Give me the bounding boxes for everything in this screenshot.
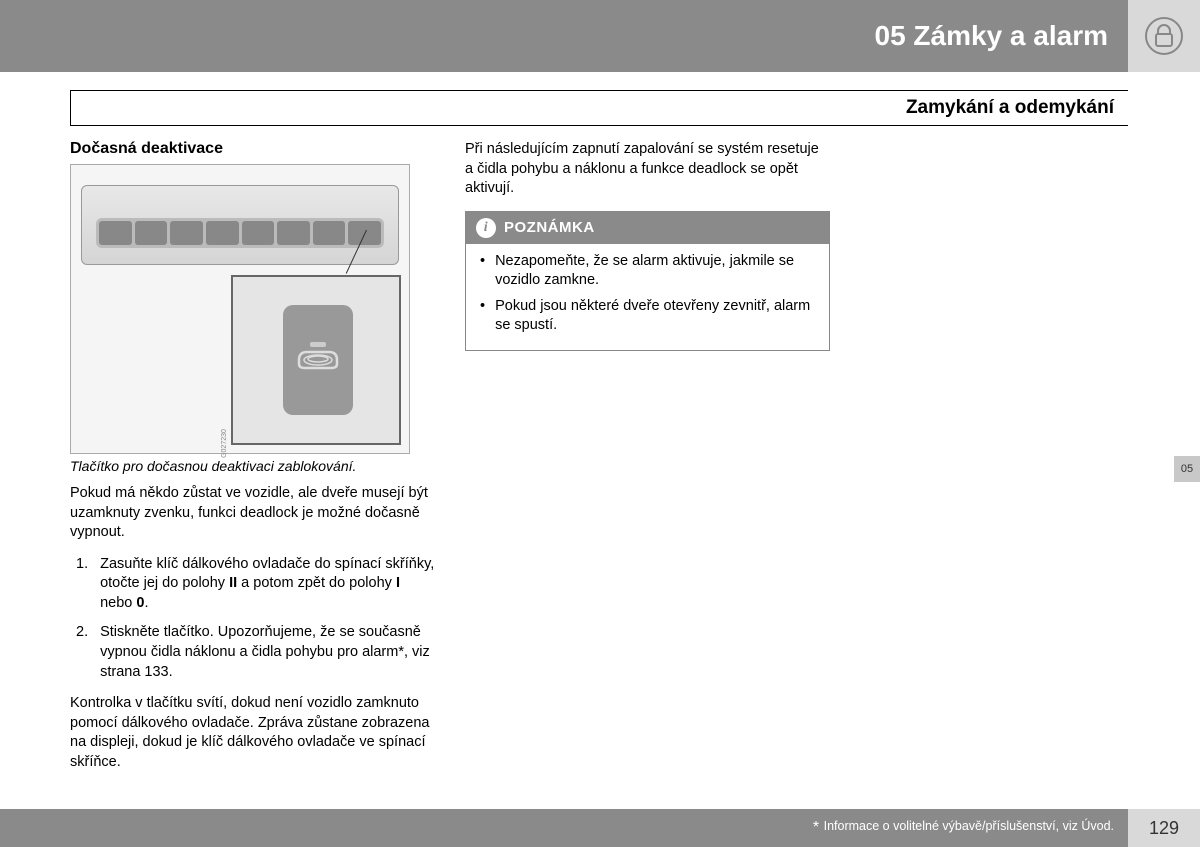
figure-id: G027230 <box>221 429 228 458</box>
right-column: Při následujícím zapnutí zapalování se s… <box>465 140 830 784</box>
deactivate-button-graphic <box>283 305 353 415</box>
section-heading: Dočasná deaktivace <box>70 140 435 158</box>
side-tab: 05 <box>1174 456 1200 482</box>
note-body: • Nezapomeňte, že se alarm aktivuje, jak… <box>466 244 829 350</box>
left-column: Dočasná deaktivace G027230 <box>70 140 435 784</box>
list-item: 1. Zasuňte klíč dálkového ovladače do sp… <box>76 555 435 614</box>
figure-caption: Tlačítko pro dočasnou deaktivaci zabloko… <box>70 458 435 474</box>
paragraph: Pokud má někdo zůstat ve vozidle, ale dv… <box>70 484 435 543</box>
bullet-item: • Pokud jsou některé dveře otevřeny zevn… <box>480 297 815 336</box>
note-box: i POZNÁMKA • Nezapomeňte, že se alarm ak… <box>465 211 830 351</box>
bullet-item: • Nezapomeňte, že se alarm aktivuje, jak… <box>480 252 815 291</box>
chapter-title: 05 Zámky a alarm <box>0 0 1128 72</box>
page-number: 129 <box>1128 809 1200 847</box>
dashboard-panel <box>81 185 399 265</box>
numbered-list: 1. Zasuňte klíč dálkového ovladače do sp… <box>76 555 435 682</box>
zoom-detail <box>231 275 401 445</box>
info-icon: i <box>476 218 496 238</box>
footer-bar: * Informace o volitelné výbavě/příslušen… <box>0 809 1200 847</box>
list-item: 2. Stiskněte tlačítko. Upozorňujeme, že … <box>76 623 435 682</box>
note-header: i POZNÁMKA <box>466 212 829 244</box>
header-bar: 05 Zámky a alarm <box>0 0 1200 72</box>
note-label: POZNÁMKA <box>504 219 595 236</box>
paragraph: Při následujícím zapnutí zapalování se s… <box>465 140 830 199</box>
footer-text: * Informace o volitelné výbavě/příslušen… <box>0 819 1128 837</box>
lock-icon <box>1128 0 1200 72</box>
paragraph: Kontrolka v tlačítku svítí, dokud není v… <box>70 694 435 772</box>
step-text: Zasuňte klíč dálkového ovladače do spína… <box>100 555 435 614</box>
content-area: Dočasná deaktivace G027230 <box>70 140 830 784</box>
step-text: Stiskněte tlačítko. Upozorňujeme, že se … <box>100 623 435 682</box>
figure-deactivation-button: G027230 <box>70 164 410 454</box>
button-row <box>96 218 384 248</box>
section-subtitle: Zamykání a odemykání <box>70 90 1128 126</box>
